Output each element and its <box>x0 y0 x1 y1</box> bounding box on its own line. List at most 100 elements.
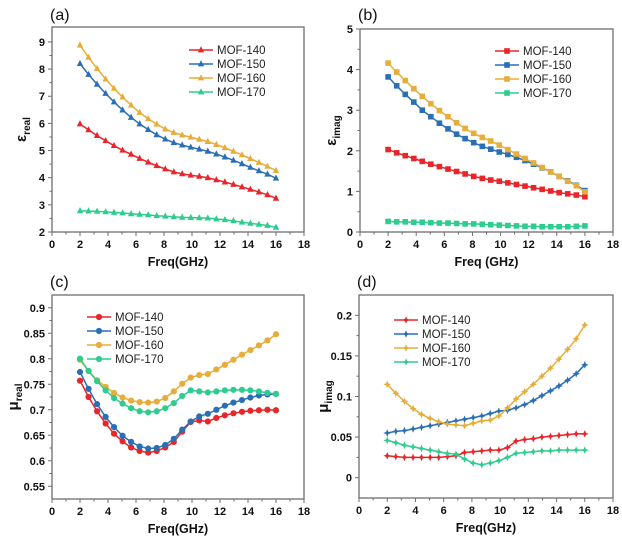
data-point <box>529 434 538 443</box>
data-point <box>555 355 563 363</box>
data-point <box>127 210 135 217</box>
data-point <box>547 223 554 230</box>
data-point <box>238 351 246 358</box>
legend-item: MOF-150 <box>495 60 572 72</box>
data-point <box>144 211 152 218</box>
y-axis-subscript: imag <box>332 115 343 138</box>
data-point <box>145 409 152 416</box>
data-point <box>102 387 109 394</box>
data-point <box>582 189 588 195</box>
legend-label: MOF-170 <box>115 354 164 366</box>
data-point <box>445 166 451 172</box>
x-tick-label: 8 <box>161 506 167 518</box>
data-point <box>419 219 426 226</box>
legend-item: MOF-170 <box>495 88 572 100</box>
data-point <box>85 207 92 214</box>
x-tick-label: 10 <box>186 239 198 251</box>
data-point <box>530 160 537 166</box>
data-point <box>230 147 237 154</box>
legend-item: MOF-160 <box>87 340 164 352</box>
data-point <box>238 408 246 415</box>
data-point <box>436 220 443 226</box>
data-point <box>479 175 486 182</box>
data-point <box>264 337 271 344</box>
data-point <box>85 385 92 392</box>
data-point <box>230 180 237 187</box>
data-point <box>162 135 169 142</box>
y-tick-label: 0.9 <box>30 303 45 315</box>
data-point <box>213 215 220 222</box>
data-point <box>555 446 563 454</box>
data-point <box>247 346 254 354</box>
data-point <box>436 107 443 114</box>
data-point <box>580 321 589 329</box>
data-point <box>204 410 211 417</box>
data-point <box>247 219 254 226</box>
data-point <box>127 150 135 157</box>
data-point <box>221 215 229 223</box>
data-point <box>221 153 229 160</box>
data-point <box>179 213 186 220</box>
data-point <box>204 173 212 181</box>
x-tick-label: 6 <box>133 239 139 251</box>
data-point <box>128 397 135 404</box>
data-point <box>409 443 417 451</box>
legend-label: MOF-160 <box>115 340 164 352</box>
y-tick-label: 0 <box>346 473 352 485</box>
y-tick-label: 4 <box>347 65 354 77</box>
data-point <box>402 77 409 84</box>
data-point <box>486 459 495 467</box>
data-point <box>411 85 417 92</box>
data-point <box>162 125 169 132</box>
y-axis-title: μimag <box>315 380 335 413</box>
data-point <box>462 135 468 142</box>
series-line <box>387 364 586 434</box>
data-point <box>546 364 555 372</box>
data-point <box>221 178 229 185</box>
x-tick-label: 6 <box>441 239 447 251</box>
data-point <box>221 412 228 419</box>
data-point <box>522 223 528 230</box>
y-tick-label: 2 <box>347 146 353 158</box>
x-tick-label: 2 <box>384 505 390 517</box>
data-point <box>119 394 126 401</box>
y-axis-subscript: real <box>14 383 25 401</box>
data-point <box>496 142 503 148</box>
data-point <box>230 217 237 224</box>
data-point <box>85 126 92 133</box>
data-point <box>460 415 469 424</box>
x-tick-label: 0 <box>49 506 55 518</box>
y-axis-title: εreal <box>13 117 33 142</box>
series-line <box>79 380 277 454</box>
series-line <box>387 439 585 466</box>
data-point <box>255 188 263 195</box>
series-mof-150 <box>383 361 589 437</box>
data-point <box>460 455 469 463</box>
data-point <box>76 368 84 376</box>
x-tick-label: 2 <box>77 506 83 518</box>
data-point <box>572 335 580 343</box>
data-point <box>513 151 520 157</box>
legend-marker <box>402 316 410 324</box>
data-point <box>170 138 177 146</box>
x-tick-label: 6 <box>133 506 139 518</box>
data-point <box>110 394 118 402</box>
data-point <box>196 388 203 395</box>
legend-marker <box>402 330 410 338</box>
data-point <box>564 223 571 230</box>
legend-label: MOF-160 <box>217 73 266 85</box>
y-tick-label: 5 <box>347 24 353 36</box>
x-tick-label: 0 <box>357 239 363 251</box>
data-point <box>213 176 220 183</box>
x-tick-label: 16 <box>579 505 591 517</box>
data-point <box>539 186 545 193</box>
data-point <box>238 151 246 158</box>
data-point <box>272 331 280 338</box>
data-point <box>255 220 263 227</box>
data-point <box>417 453 426 462</box>
data-point <box>136 120 143 127</box>
data-point <box>477 460 486 469</box>
data-point <box>486 416 495 424</box>
data-point <box>580 446 589 454</box>
data-point <box>213 150 220 157</box>
